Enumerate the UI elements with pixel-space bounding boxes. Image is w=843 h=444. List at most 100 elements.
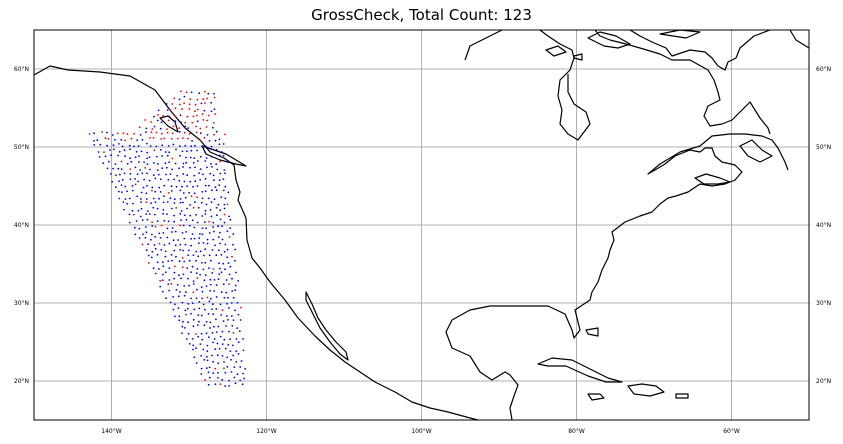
observation-point: [216, 168, 219, 171]
flagged-observation-point: [176, 137, 179, 140]
observation-point: [139, 134, 142, 136]
observation-point: [149, 168, 151, 171]
observation-point: [142, 233, 144, 236]
flagged-observation-point: [212, 268, 215, 270]
observation-point: [199, 155, 202, 158]
observation-point: [204, 160, 207, 162]
observation-point: [200, 314, 203, 317]
observation-point: [174, 120, 177, 122]
observation-point: [132, 202, 134, 205]
flagged-observation-point: [162, 114, 165, 117]
observation-point: [130, 160, 133, 163]
observation-point: [165, 297, 167, 300]
observation-point: [223, 361, 225, 363]
observation-point: [189, 204, 191, 206]
flagged-observation-point: [206, 119, 209, 122]
observation-point: [104, 155, 107, 158]
observation-point: [152, 267, 155, 270]
flagged-observation-point: [224, 133, 227, 136]
observation-point: [120, 168, 123, 171]
flagged-observation-point: [101, 131, 103, 133]
observation-point: [218, 138, 221, 141]
observation-point: [93, 139, 95, 142]
observation-point: [129, 178, 132, 181]
observation-point: [171, 168, 174, 171]
observation-point: [217, 236, 220, 239]
coastline-segment: [659, 29, 701, 39]
observation-point: [192, 161, 195, 164]
observation-point: [231, 290, 234, 292]
observation-point: [224, 172, 226, 175]
observation-point: [185, 338, 188, 340]
observation-point: [226, 256, 229, 259]
observation-point: [169, 301, 172, 304]
observation-point: [213, 325, 215, 328]
observation-point: [138, 155, 140, 158]
observation-point: [201, 191, 204, 193]
observation-point: [170, 254, 173, 256]
observation-point: [193, 237, 196, 240]
observation-point: [182, 201, 184, 204]
observation-point: [216, 214, 218, 217]
observation-point: [184, 309, 187, 312]
flagged-observation-point: [122, 132, 125, 135]
observation-point: [140, 198, 142, 200]
flagged-observation-point: [180, 90, 182, 93]
observation-point: [168, 289, 171, 292]
flagged-observation-point: [183, 131, 186, 134]
observation-point: [200, 373, 203, 375]
observation-point: [213, 290, 216, 292]
lon-tick-label: 100°W: [411, 428, 431, 435]
observation-point: [203, 109, 206, 112]
observation-point: [174, 303, 176, 306]
observation-point: [131, 189, 134, 192]
observation-point: [186, 307, 189, 310]
observation-point: [185, 161, 188, 164]
observation-point: [197, 335, 200, 338]
observation-point: [194, 166, 196, 169]
observation-point: [115, 174, 117, 177]
coastlines: [33, 29, 810, 421]
observation-point: [171, 227, 174, 229]
observation-point: [179, 154, 182, 157]
observation-point: [159, 178, 162, 181]
observation-point: [179, 201, 182, 204]
observation-point: [166, 166, 168, 169]
flagged-observation-point: [174, 107, 177, 110]
observation-point: [188, 259, 191, 262]
observation-point: [181, 150, 184, 153]
observation-point: [121, 178, 124, 181]
observation-point: [205, 332, 208, 335]
observation-point: [206, 350, 209, 353]
observation-point: [234, 382, 237, 385]
observation-point: [196, 288, 198, 291]
observation-point: [184, 243, 187, 246]
observation-point: [172, 308, 175, 311]
observation-point: [178, 315, 181, 318]
observation-point: [242, 349, 245, 352]
observation-point: [212, 226, 215, 228]
observation-point: [150, 202, 153, 205]
observation-point: [199, 179, 202, 181]
observation-point: [219, 231, 221, 234]
observation-point: [203, 358, 206, 361]
observation-point: [163, 184, 166, 187]
observation-point: [161, 167, 164, 170]
lat-tick-label-right: 60°N: [816, 66, 831, 73]
observation-point: [128, 144, 131, 147]
coastline-segment: [675, 393, 689, 399]
flagged-observation-point: [151, 221, 154, 224]
flagged-observation-point: [186, 115, 189, 118]
observation-point: [204, 213, 207, 215]
observation-point: [154, 201, 157, 204]
observation-point: [239, 379, 242, 382]
observation-point: [162, 261, 164, 264]
observation-point: [221, 238, 224, 241]
observation-point: [188, 224, 191, 227]
observation-point: [128, 197, 131, 200]
lon-tick-label: 80°W: [568, 428, 585, 435]
observation-point: [233, 366, 236, 368]
observation-point: [190, 271, 192, 274]
flagged-observation-point: [120, 160, 123, 163]
flagged-observation-point: [231, 255, 233, 258]
